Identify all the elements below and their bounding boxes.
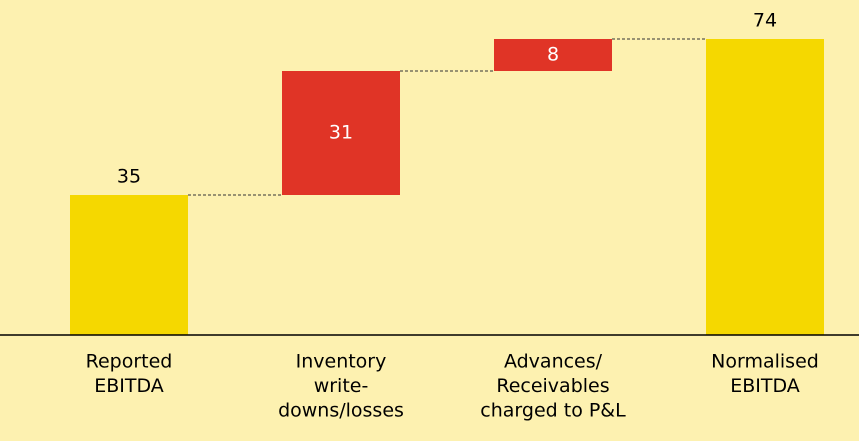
x-tick-label: Receivables xyxy=(496,375,609,397)
value-label: 8 xyxy=(547,44,559,66)
value-label: 31 xyxy=(329,122,353,144)
x-tick-label: downs/losses xyxy=(278,400,404,422)
value-label: 35 xyxy=(117,166,141,188)
x-tick-label: charged to P&L xyxy=(480,400,626,422)
bar xyxy=(706,39,824,335)
x-tick-label: EBITDA xyxy=(94,375,164,397)
value-label: 74 xyxy=(753,10,777,32)
bar xyxy=(70,195,188,335)
bar xyxy=(494,39,612,71)
x-tick-label: write- xyxy=(314,375,369,397)
x-tick-label: Inventory xyxy=(296,351,387,373)
bar xyxy=(282,71,400,195)
x-tick-label: Normalised xyxy=(711,351,819,373)
x-tick-label: Reported xyxy=(86,351,173,373)
x-tick-label: EBITDA xyxy=(730,375,800,397)
x-tick-label: Advances/ xyxy=(504,351,603,373)
